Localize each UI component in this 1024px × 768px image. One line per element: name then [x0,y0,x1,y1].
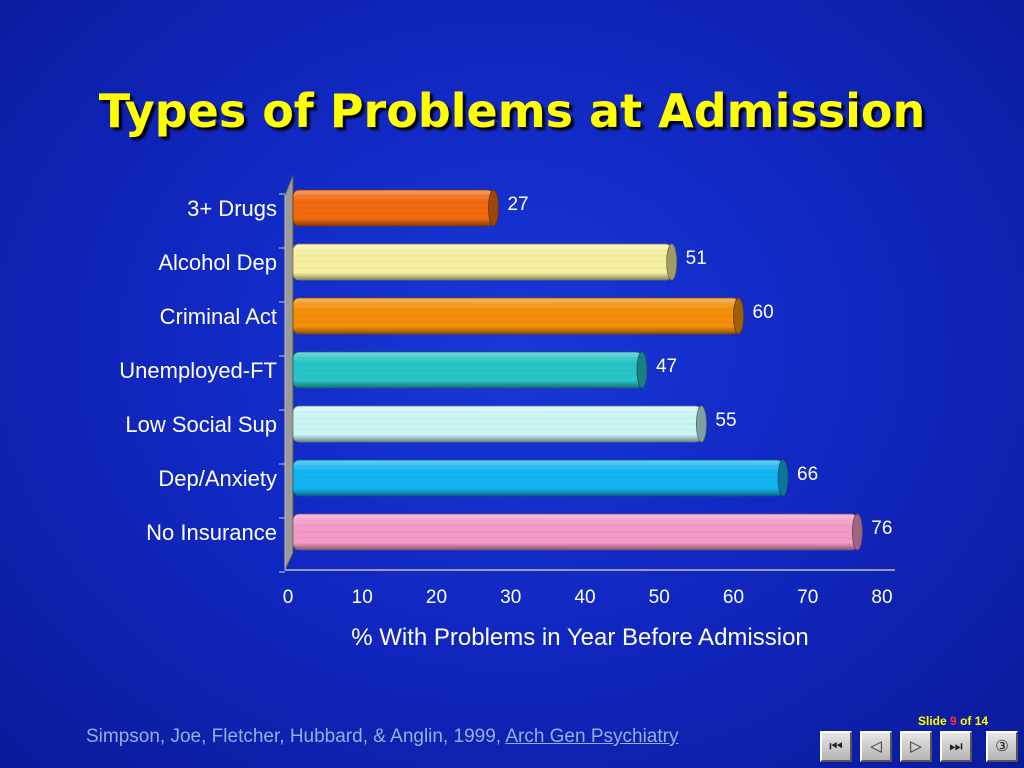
x-tick-label: 0 [283,587,294,608]
bar-end-cap [851,513,863,551]
category-label: Dep/Anxiety [158,466,277,491]
x-tick-label: 40 [574,587,595,608]
x-tick-label: 60 [723,587,744,608]
x-tick-label: 20 [426,587,447,608]
bar-end-cap [695,405,707,443]
citation-journal-link[interactable]: Arch Gen Psychiatry [505,726,679,747]
bar-end-cap [777,459,789,497]
data-label: 55 [715,410,736,431]
last-slide-icon: ⏭ [949,737,963,755]
first-slide-button[interactable]: ⏮ [820,731,852,762]
slide-counter-total: of 14 [960,714,989,728]
chart-bars [292,189,863,551]
chart-side-wall [284,174,294,571]
next-slide-button[interactable]: ▷ [900,731,932,762]
data-label: 66 [797,464,818,485]
citation: Simpson, Joe, Fletcher, Hubbard, & Angli… [86,726,678,748]
chart-back-wall [279,174,895,573]
next-slide-icon: ▷ [910,737,922,755]
slide-menu-button[interactable]: ③ [986,731,1018,762]
x-axis-title: % With Problems in Year Before Admission [351,624,809,651]
x-tick-label: 80 [871,587,892,608]
slide-counter-current: 9 [950,714,957,728]
category-label: Low Social Sup [125,412,277,437]
category-label: Criminal Act [160,304,277,329]
bar-end-cap [733,297,744,335]
data-label: 51 [686,248,707,269]
data-label: 47 [656,356,677,377]
data-label: 76 [871,518,892,539]
bar-end-cap [488,189,499,227]
bar-end-cap [636,351,648,389]
category-label: 3+ Drugs [187,196,277,221]
last-slide-button[interactable]: ⏭ [940,731,972,762]
category-label: No Insurance [146,520,277,545]
slide-counter: Slide 9 of 14 [918,714,988,728]
x-tick-label: 30 [500,587,521,608]
citation-authors: Simpson, Joe, Fletcher, Hubbard, & Angli… [86,726,502,747]
chart-labels: 3+ Drugs 27 Alcohol Dep 51 Criminal Act 60 Une… [119,194,892,608]
slide-counter-prefix: Slide [918,714,947,728]
category-label: Unemployed-FT [119,358,277,383]
bar-end-cap [666,243,678,281]
data-label: 60 [753,302,774,323]
x-tick-label: 10 [352,587,373,608]
slide-menu-icon: ③ [995,737,1009,755]
x-tick-label: 50 [649,587,670,608]
x-tick-label: 70 [797,587,818,608]
previous-slide-button[interactable]: ◁ [860,731,892,762]
previous-slide-icon: ◁ [870,737,882,755]
first-slide-icon: ⏮ [829,737,843,755]
slide-title: Types of Problems at Admission [98,84,926,138]
data-label: 27 [507,194,528,215]
category-label: Alcohol Dep [158,250,277,275]
